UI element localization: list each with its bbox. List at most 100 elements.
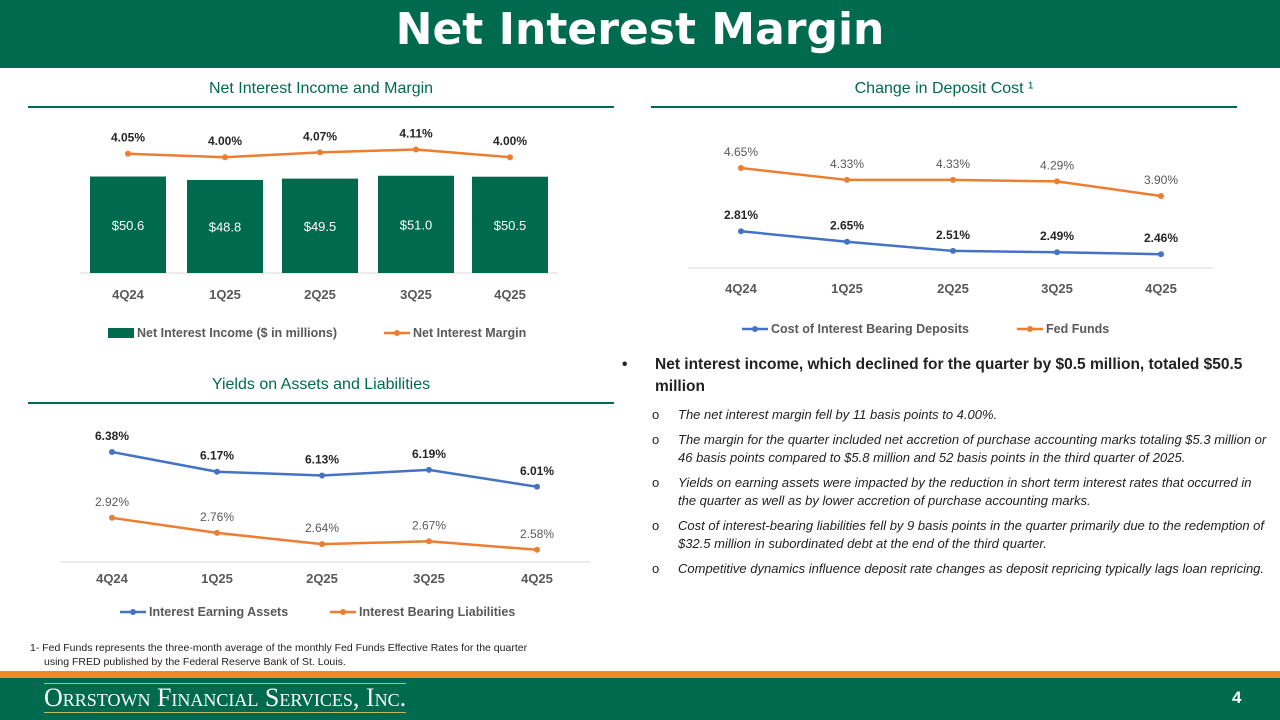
page-number: 4 bbox=[1232, 688, 1242, 707]
sub-bullet-text: Competitive dynamics influence deposit r… bbox=[678, 561, 1265, 576]
data-point bbox=[109, 448, 115, 455]
bar bbox=[187, 179, 263, 273]
point-data-label: 6.19% bbox=[412, 447, 446, 461]
point-data-label: 4.00% bbox=[493, 134, 527, 148]
data-point bbox=[317, 149, 323, 156]
sub-bullet-marker: o bbox=[652, 407, 660, 422]
data-point bbox=[1054, 249, 1060, 256]
sub-bullet-text: The net interest margin fell by 11 basis… bbox=[678, 407, 998, 422]
legend-marker bbox=[130, 609, 136, 615]
legend-label: Interest Bearing Liabilities bbox=[359, 605, 515, 619]
data-point bbox=[738, 164, 744, 171]
sub-bullet-text: The margin for the quarter included net … bbox=[678, 432, 1267, 465]
legend-label: Interest Earning Assets bbox=[149, 605, 288, 619]
legend-label: Net Interest Income ($ in millions) bbox=[137, 326, 337, 340]
sub-bullet: o Yields on earning assets were impacted … bbox=[622, 474, 1267, 510]
footnote-line: 1- Fed Funds represents the three-month … bbox=[30, 642, 528, 654]
x-tick-label: 4Q24 bbox=[96, 571, 129, 586]
legend-label: Fed Funds bbox=[1046, 322, 1109, 336]
point-data-label: 3.90% bbox=[1144, 173, 1178, 187]
data-point bbox=[222, 154, 228, 161]
point-data-label: 2.58% bbox=[520, 527, 554, 541]
bar-data-label: $49.5 bbox=[304, 219, 337, 234]
x-tick-label: 3Q25 bbox=[1041, 281, 1073, 296]
point-data-label: 2.65% bbox=[830, 219, 864, 233]
commentary: • Net interest income, which declined for… bbox=[622, 354, 1267, 585]
x-tick-label: 4Q24 bbox=[112, 287, 145, 302]
point-data-label: 4.05% bbox=[111, 131, 145, 145]
bar-data-label: $48.8 bbox=[209, 219, 242, 234]
point-data-label: 2.46% bbox=[1144, 231, 1178, 245]
point-data-label: 6.01% bbox=[520, 464, 554, 478]
page-title: Net Interest Margin bbox=[395, 4, 885, 55]
sub-bullet-marker: o bbox=[652, 432, 660, 447]
data-point bbox=[214, 468, 220, 475]
point-data-label: 4.65% bbox=[724, 145, 758, 159]
x-tick-label: 1Q25 bbox=[209, 287, 241, 302]
point-data-label: 2.51% bbox=[936, 228, 970, 242]
bar-data-label: $50.5 bbox=[494, 218, 527, 233]
legend-swatch bbox=[108, 328, 134, 338]
footnote: 1- Fed Funds represents the three-month … bbox=[30, 641, 630, 669]
legend-marker bbox=[752, 326, 758, 332]
sub-bullet-text: Cost of interest-bearing liabilities fel… bbox=[678, 518, 1265, 551]
bar-data-label: $51.0 bbox=[400, 217, 433, 232]
point-data-label: 6.17% bbox=[200, 449, 234, 463]
sub-bullet: o The net interest margin fell by 11 basi… bbox=[622, 406, 1267, 424]
bullet-main-text: Net interest income, which declined for … bbox=[655, 356, 1243, 395]
x-tick-label: 1Q25 bbox=[201, 571, 233, 586]
nii-chart-title: Net Interest Income and Margin bbox=[208, 80, 434, 97]
footnote-line: using FRED published by the Federal Rese… bbox=[44, 656, 346, 668]
x-tick-label: 3Q25 bbox=[413, 571, 445, 586]
point-data-label: 6.38% bbox=[95, 429, 129, 443]
data-point bbox=[426, 538, 432, 545]
point-data-label: 4.11% bbox=[399, 127, 433, 141]
data-point bbox=[950, 247, 956, 254]
bullet-main: • Net interest income, which declined for… bbox=[622, 354, 1267, 398]
bullet-dot: • bbox=[622, 356, 628, 373]
point-data-label: 4.33% bbox=[936, 157, 970, 171]
x-tick-label: 4Q25 bbox=[1145, 281, 1177, 296]
data-point bbox=[1158, 192, 1164, 199]
data-point bbox=[950, 176, 956, 183]
point-data-label: 4.29% bbox=[1040, 158, 1074, 172]
sub-bullet: o The margin for the quarter included net… bbox=[622, 431, 1267, 467]
sub-bullet-text: Yields on earning assets were impacted b… bbox=[678, 475, 1252, 508]
bar-data-label: $50.6 bbox=[112, 218, 145, 233]
divider bbox=[651, 106, 1237, 108]
point-data-label: 6.13% bbox=[305, 452, 339, 466]
x-tick-label: 4Q25 bbox=[494, 287, 526, 302]
x-tick-label: 2Q25 bbox=[306, 571, 338, 586]
legend-marker bbox=[340, 609, 346, 615]
sub-bullet: o Competitive dynamics influence deposit … bbox=[622, 560, 1267, 578]
data-point bbox=[125, 150, 131, 157]
bar bbox=[472, 176, 548, 273]
data-point bbox=[109, 514, 115, 521]
x-tick-label: 2Q25 bbox=[304, 287, 336, 302]
legend-label: Cost of Interest Bearing Deposits bbox=[771, 322, 969, 336]
point-data-label: 4.33% bbox=[830, 157, 864, 171]
company-logo: Orrstown Financial Services, Inc. bbox=[44, 683, 407, 713]
x-tick-label: 4Q24 bbox=[725, 281, 758, 296]
x-tick-label: 1Q25 bbox=[831, 281, 863, 296]
data-point bbox=[413, 146, 419, 153]
accent-stripe bbox=[0, 671, 1280, 678]
data-point bbox=[426, 466, 432, 473]
sub-bullet-marker: o bbox=[652, 518, 660, 533]
legend-label: Net Interest Margin bbox=[413, 326, 526, 340]
legend-marker bbox=[394, 330, 400, 336]
data-point bbox=[1158, 251, 1164, 258]
footer-bar bbox=[0, 678, 1280, 720]
bar bbox=[90, 176, 166, 273]
bar bbox=[282, 178, 358, 273]
data-point bbox=[1054, 178, 1060, 185]
data-point bbox=[844, 238, 850, 245]
divider bbox=[28, 106, 614, 108]
data-point bbox=[507, 154, 513, 161]
sub-bullet-marker: o bbox=[652, 561, 660, 576]
point-data-label: 2.92% bbox=[95, 495, 129, 509]
point-data-label: 2.81% bbox=[724, 208, 758, 222]
data-point bbox=[534, 546, 540, 553]
data-point bbox=[844, 176, 850, 183]
yields-chart-title: Yields on Assets and Liabilities bbox=[211, 376, 431, 393]
